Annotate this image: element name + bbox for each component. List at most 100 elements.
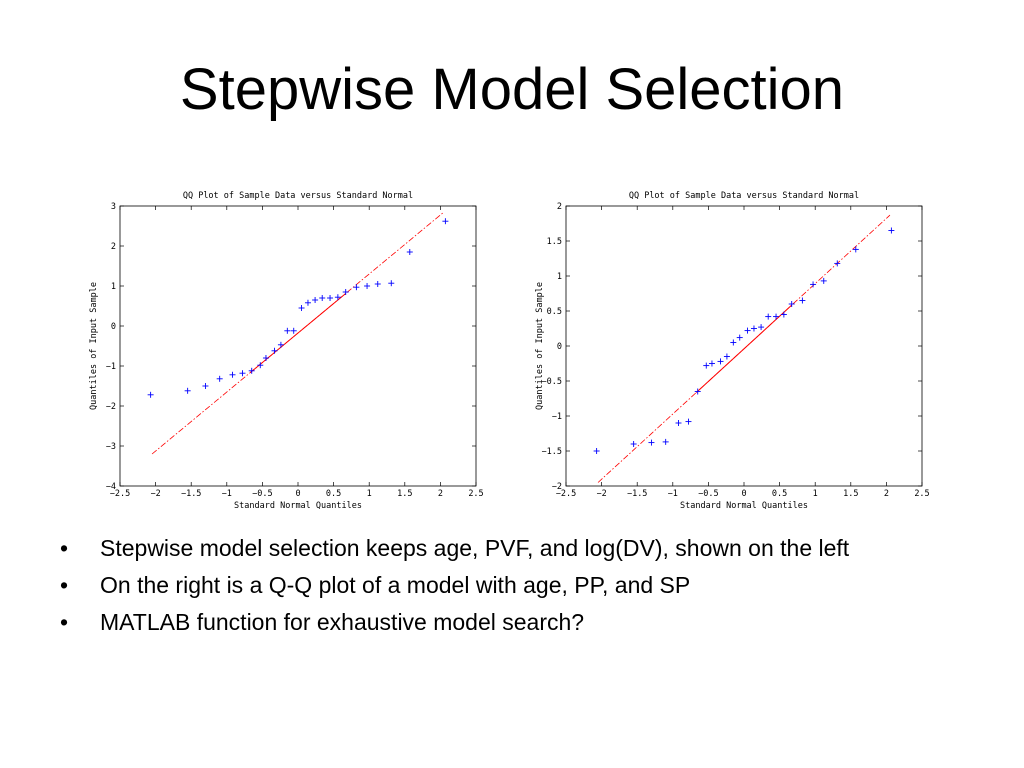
- data-point: [374, 281, 381, 287]
- x-tick-label: 1: [367, 489, 372, 499]
- data-point: [820, 277, 827, 284]
- data-point: [271, 347, 278, 354]
- y-tick-label: 2: [557, 202, 562, 212]
- data-point: [744, 327, 751, 334]
- y-tick-label: −2: [106, 402, 116, 412]
- data-point: [284, 327, 291, 334]
- axes-box: [119, 205, 477, 487]
- chart-title: QQ Plot of Sample Data versus Standard N…: [629, 191, 859, 201]
- y-axis-label: Quantiles of Input Sample: [535, 282, 545, 410]
- data-point: [694, 388, 701, 395]
- y-tick-label: −1.5: [542, 447, 562, 457]
- x-tick-label: 1.5: [397, 489, 412, 499]
- data-point: [730, 339, 737, 346]
- x-axis-label: Standard Normal Quantiles: [680, 501, 808, 511]
- data-point: [216, 375, 223, 382]
- x-tick-label: 0: [741, 489, 746, 499]
- y-tick-label: −3: [106, 442, 116, 452]
- data-point: [442, 218, 449, 225]
- chart-title: QQ Plot of Sample Data versus Standard N…: [183, 191, 413, 201]
- data-point: [298, 305, 305, 311]
- data-point: [675, 420, 682, 426]
- x-axis-label: Standard Normal Quantiles: [234, 501, 362, 511]
- data-point: [888, 227, 895, 234]
- data-point: [852, 246, 859, 253]
- data-point: [239, 370, 246, 377]
- data-point: [750, 325, 757, 332]
- data-point: [334, 294, 341, 301]
- x-tick-label: −0.5: [698, 489, 718, 499]
- data-point: [184, 387, 191, 394]
- data-point: [406, 249, 413, 255]
- data-point: [248, 367, 255, 374]
- data-point: [229, 371, 236, 378]
- data-point: [773, 313, 780, 320]
- data-point: [304, 299, 311, 306]
- x-tick-label: −2: [150, 489, 160, 499]
- data-point: [290, 327, 297, 334]
- data-point: [202, 383, 209, 389]
- data-point: [703, 362, 710, 369]
- data-point: [342, 289, 349, 295]
- data-point: [765, 313, 772, 320]
- data-point: [630, 441, 637, 447]
- data-point: [277, 341, 284, 348]
- y-tick-label: −1: [106, 362, 116, 372]
- data-point: [147, 391, 154, 398]
- x-tick-label: 2.5: [468, 489, 483, 499]
- x-tick-label: −1.5: [181, 489, 201, 499]
- x-tick-label: 0.5: [772, 489, 787, 499]
- bullet-item: On the right is a Q-Q plot of a model wi…: [60, 571, 960, 600]
- data-point: [708, 360, 715, 367]
- data-point: [327, 295, 334, 301]
- x-tick-label: 1.5: [843, 489, 858, 499]
- data-point: [717, 358, 724, 365]
- qq-plot-right: QQ Plot of Sample Data versus Standard N…: [530, 184, 940, 514]
- data-point: [723, 353, 730, 360]
- y-tick-label: 0: [557, 342, 562, 352]
- x-tick-label: −2.5: [556, 489, 576, 499]
- y-tick-label: −1: [552, 412, 562, 422]
- data-point: [736, 334, 743, 341]
- data-point: [758, 324, 765, 331]
- data-point: [364, 283, 371, 289]
- data-point: [662, 438, 669, 445]
- y-tick-label: 2: [111, 242, 116, 252]
- y-tick-label: 0: [111, 322, 116, 332]
- y-tick-label: −2: [552, 482, 562, 492]
- x-tick-label: −2: [596, 489, 606, 499]
- y-axis-label: Quantiles of Input Sample: [89, 282, 99, 410]
- qq-plot-left-svg: QQ Plot of Sample Data versus Standard N…: [89, 191, 484, 511]
- x-tick-label: −1: [222, 489, 232, 499]
- data-point: [257, 362, 264, 369]
- y-tick-label: 1.5: [547, 237, 562, 247]
- axes-box: [565, 205, 923, 487]
- y-tick-label: 0.5: [547, 307, 562, 317]
- bullet-item: Stepwise model selection keeps age, PVF,…: [60, 534, 960, 563]
- data-point: [810, 281, 817, 288]
- x-tick-label: −0.5: [252, 489, 272, 499]
- x-tick-label: 2: [438, 489, 443, 499]
- data-point: [780, 311, 787, 318]
- x-tick-label: 1: [813, 489, 818, 499]
- data-point: [593, 448, 600, 454]
- data-point: [388, 280, 395, 287]
- data-point: [799, 297, 806, 304]
- data-point: [834, 260, 841, 267]
- y-tick-label: 1: [557, 272, 562, 282]
- data-point: [262, 355, 269, 361]
- data-point: [353, 284, 360, 291]
- x-tick-label: 2.5: [914, 489, 929, 499]
- bullet-list: Stepwise model selection keeps age, PVF,…: [60, 534, 960, 644]
- x-tick-label: −1.5: [627, 489, 647, 499]
- qq-plot-left: QQ Plot of Sample Data versus Standard N…: [84, 184, 494, 514]
- slide-title: Stepwise Model Selection: [179, 57, 845, 122]
- reference-line-solid: [695, 304, 793, 393]
- x-tick-label: −2.5: [110, 489, 130, 499]
- x-tick-label: 0: [295, 489, 300, 499]
- y-tick-label: 3: [111, 202, 116, 212]
- data-point: [788, 301, 795, 307]
- y-tick-label: −0.5: [542, 377, 562, 387]
- y-tick-label: −4: [106, 482, 116, 492]
- data-point: [648, 439, 655, 446]
